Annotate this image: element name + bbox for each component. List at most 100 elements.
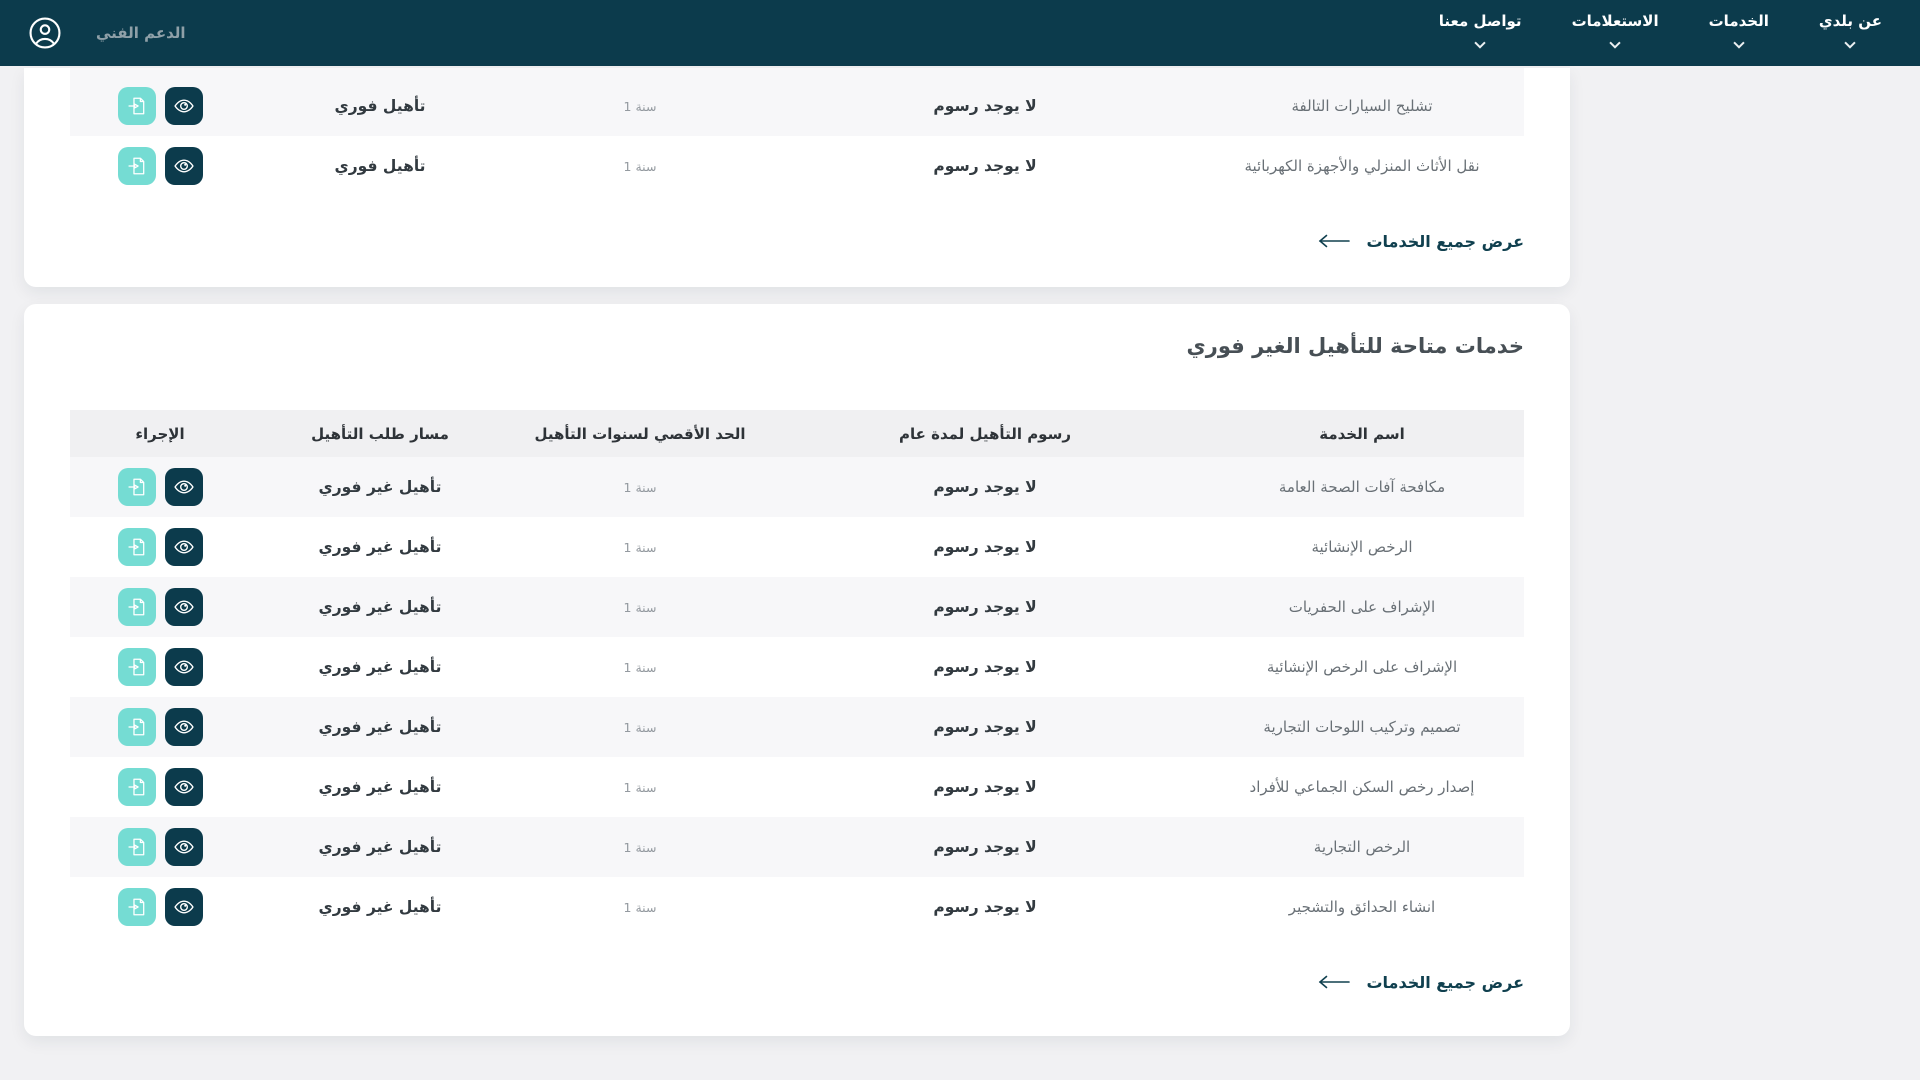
- service-name-cell: انشاء الحدائق والتشجير: [1288, 898, 1436, 916]
- max-years-cell: 1 سنة: [623, 479, 657, 495]
- max-years-cell: 1 سنة: [623, 158, 657, 174]
- view-details-button[interactable]: [164, 147, 203, 185]
- view-all-label: عرض جميع الخدمات: [1366, 972, 1524, 992]
- apply-service-button[interactable]: [117, 708, 156, 746]
- table-row: الرخص الإنشائية لا يوجد رسوم 1 سنة تأهيل…: [70, 517, 1524, 577]
- eye-icon: [173, 480, 194, 494]
- max-years-cell: 1 سنة: [623, 839, 657, 855]
- max-years-cell: 1 سنة: [623, 659, 657, 675]
- max-years-cell: 1 سنة: [623, 599, 657, 615]
- max-years-cell: 1 سنة: [623, 779, 657, 795]
- eye-icon: [173, 600, 194, 614]
- technical-support-link[interactable]: الدعم الفني: [96, 24, 186, 42]
- apply-service-button[interactable]: [117, 147, 156, 185]
- table-row: الإشراف على الرخص الإنشائية لا يوجد رسوم…: [70, 637, 1524, 697]
- nav-item-services[interactable]: الخدمات: [1709, 0, 1769, 66]
- nav-item-label: تواصل معنا: [1438, 12, 1522, 30]
- nav-item-inquiries[interactable]: الاستعلامات: [1572, 0, 1659, 66]
- service-name-cell: الإشراف على الحفريات: [1288, 598, 1436, 616]
- fees-cell: لا يوجد رسوم: [933, 778, 1037, 796]
- qualification-path-cell: تأهيل فوري: [334, 97, 426, 115]
- table-row: تصميم وتركيب اللوحات التجارية لا يوجد رس…: [70, 697, 1524, 757]
- view-details-button[interactable]: [164, 768, 203, 806]
- qualification-path-cell: تأهيل غير فوري: [318, 718, 442, 736]
- apply-service-button[interactable]: [117, 888, 156, 926]
- eye-icon: [173, 900, 194, 914]
- header-max-years: الحد الأقصي لسنوات التأهيل: [534, 424, 746, 443]
- table-row: الرخص التجارية لا يوجد رسوم 1 سنة تأهيل …: [70, 817, 1524, 877]
- row-actions: [70, 888, 250, 926]
- max-years-cell: 1 سنة: [623, 719, 657, 735]
- view-details-button[interactable]: [164, 888, 203, 926]
- qualification-path-cell: تأهيل غير فوري: [318, 898, 442, 916]
- apply-service-button[interactable]: [117, 648, 156, 686]
- eye-icon: [173, 99, 194, 113]
- nav-item-about-balady[interactable]: عن بلدي: [1819, 0, 1882, 66]
- user-profile-button[interactable]: [28, 16, 62, 50]
- apply-service-button[interactable]: [117, 87, 156, 125]
- file-export-icon: [128, 598, 144, 616]
- eye-icon: [173, 720, 194, 734]
- row-actions: [70, 828, 250, 866]
- service-name-cell: الرخص التجارية: [1313, 838, 1411, 856]
- file-export-icon: [128, 478, 144, 496]
- file-export-icon: [128, 157, 144, 175]
- apply-service-button[interactable]: [117, 528, 156, 566]
- fees-cell: لا يوجد رسوم: [933, 478, 1037, 496]
- nav-item-contact-us[interactable]: تواصل معنا: [1439, 0, 1522, 66]
- view-details-button[interactable]: [164, 648, 203, 686]
- fees-cell: لا يوجد رسوم: [933, 157, 1037, 175]
- apply-service-button[interactable]: [117, 588, 156, 626]
- service-name-cell: تشليح السيارات التالفة: [1291, 97, 1433, 115]
- nav-menu: عن بلدي الخدمات الاستعلامات تواصل معنا: [1439, 0, 1882, 66]
- apply-service-button[interactable]: [117, 828, 156, 866]
- table-row: تشليح السيارات التالفة لا يوجد رسوم 1 سن…: [70, 76, 1524, 136]
- view-details-button[interactable]: [164, 708, 203, 746]
- file-export-icon: [128, 838, 144, 856]
- nav-item-label: الاستعلامات: [1571, 12, 1659, 30]
- apply-service-button[interactable]: [117, 768, 156, 806]
- view-details-button[interactable]: [164, 468, 203, 506]
- header-service-name: اسم الخدمة: [1319, 424, 1405, 443]
- nav-item-label: عن بلدي: [1818, 12, 1882, 30]
- apply-service-button[interactable]: [117, 468, 156, 506]
- fees-cell: لا يوجد رسوم: [933, 898, 1037, 916]
- header-fees: رسوم التأهيل لمدة عام: [899, 424, 1071, 443]
- file-export-icon: [128, 97, 144, 115]
- table-row: إصدار رخص السكن الجماعي للأفراد لا يوجد …: [70, 757, 1524, 817]
- table-row: انشاء الحدائق والتشجير لا يوجد رسوم 1 سن…: [70, 877, 1524, 937]
- chevron-down-icon: [1733, 37, 1745, 49]
- services-non-immediate-card: خدمات متاحة للتأهيل الغير فوري اسم الخدم…: [24, 304, 1570, 1036]
- row-actions: [70, 468, 250, 506]
- eye-icon: [173, 540, 194, 554]
- view-details-button[interactable]: [164, 528, 203, 566]
- fees-cell: لا يوجد رسوم: [933, 598, 1037, 616]
- view-details-button[interactable]: [164, 828, 203, 866]
- long-left-arrow-icon: [1319, 234, 1351, 248]
- table-row: الإشراف على الحفريات لا يوجد رسوم 1 سنة …: [70, 577, 1524, 637]
- max-years-cell: 1 سنة: [623, 98, 657, 114]
- fees-cell: لا يوجد رسوم: [933, 838, 1037, 856]
- long-left-arrow-icon: [1319, 975, 1351, 989]
- chevron-down-icon: [1844, 37, 1857, 49]
- table-header-row: اسم الخدمة رسوم التأهيل لمدة عام الحد ال…: [70, 410, 1524, 457]
- view-details-button[interactable]: [164, 588, 203, 626]
- services-non-immediate-table: مكافحة آفات الصحة العامة لا يوجد رسوم 1 …: [70, 457, 1524, 937]
- row-actions: [70, 648, 250, 686]
- qualification-path-cell: تأهيل غير فوري: [318, 658, 442, 676]
- main-content: تشليح السيارات التالفة لا يوجد رسوم 1 سن…: [24, 66, 1570, 1036]
- view-all-services-link[interactable]: عرض جميع الخدمات: [1317, 226, 1524, 256]
- qualification-path-cell: تأهيل غير فوري: [318, 478, 442, 496]
- file-export-icon: [128, 658, 144, 676]
- view-all-services-link[interactable]: عرض جميع الخدمات: [1317, 967, 1524, 997]
- row-actions: [70, 147, 250, 185]
- max-years-cell: 1 سنة: [623, 539, 657, 555]
- row-actions: [70, 768, 250, 806]
- eye-icon: [173, 159, 194, 173]
- nav-item-label: الخدمات: [1708, 12, 1769, 30]
- view-all-label: عرض جميع الخدمات: [1366, 231, 1524, 251]
- view-details-button[interactable]: [164, 87, 203, 125]
- fees-cell: لا يوجد رسوم: [933, 658, 1037, 676]
- service-name-cell: نقل الأثاث المنزلي والأجهزة الكهربائية: [1244, 157, 1480, 175]
